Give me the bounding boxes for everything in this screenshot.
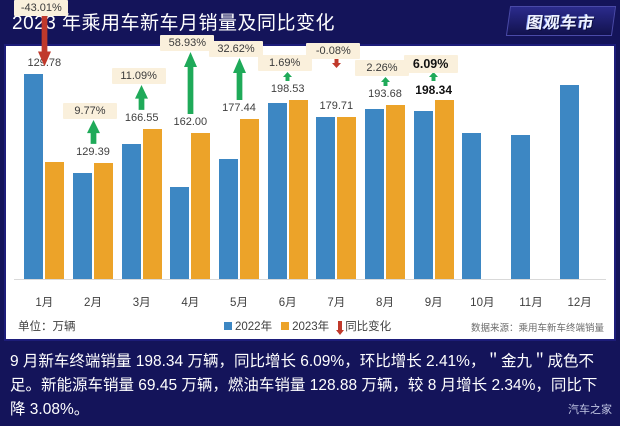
change-percent-label: 6.09% [403,55,458,73]
bar-value-label: 162.00 [173,116,208,128]
summary-caption: 9 月新车终端销量 198.34 万辆，同比增长 6.09%，环比增长 2.41… [0,344,620,426]
change-percent-label: 11.09% [111,68,166,85]
change-arrow-up-icon [380,77,390,86]
bar-group [316,63,357,279]
change-percent-label: -43.01% [14,0,69,16]
bar-value-label: 179.71 [319,100,354,112]
change-percent-label: 32.62% [209,40,263,57]
legend-item-2022[interactable]: 2022年 [224,318,272,334]
bar-2022[interactable] [73,173,92,279]
x-axis-label: 12月 [567,297,592,309]
bar-2022[interactable] [559,85,579,279]
bar-2023[interactable] [191,133,211,279]
x-axis-labels: 1月 2月 3月 4月 5月 6月 7月 8月 9月 10月 11月 12月 [6,294,614,314]
bar-2022[interactable] [365,109,384,279]
x-axis-label: 7月 [327,297,346,309]
change-percent-label: 1.69% [257,55,312,71]
bar-2023[interactable] [337,117,357,279]
summary-caption-text: 9 月新车终端销量 198.34 万辆，同比增长 6.09%，环比增长 2.41… [10,353,598,418]
data-source-note: 数据来源：乘用车新车终端销量 [470,323,604,334]
chart-baseline [14,279,606,280]
legend-label-2022: 2022年 [235,321,273,333]
bar-2022[interactable] [24,74,44,279]
bar-2023[interactable] [142,129,162,279]
change-percent-label: 2.26% [355,60,409,76]
x-axis-label: 3月 [132,297,151,309]
bar-2022[interactable] [511,135,530,279]
bar-group [462,63,502,279]
bar-2022[interactable] [121,144,141,279]
change-arrow-up-icon [183,52,197,114]
bar-2022[interactable] [267,103,287,279]
bar-group [24,63,65,279]
x-axis-label: 1月 [35,297,54,309]
bar-2023[interactable] [288,100,308,279]
bar-2022[interactable] [219,159,238,279]
change-arrow-up-icon [429,72,439,81]
bar-2022[interactable] [462,133,482,279]
bar-value-label: 198.34 [415,83,452,97]
bar-value-label: 177.44 [222,102,256,114]
bar-group [73,63,113,279]
change-percent-label: 9.77% [63,103,117,120]
unit-note: 单位：万辆 [18,321,76,333]
chart-plot-area: 129.78-43.01%129.399.77%166.5511.09%162.… [6,0,614,296]
x-axis-label: 10月 [470,297,495,309]
bar-group [267,63,308,279]
bar-2022[interactable] [316,117,336,279]
x-axis-label: 8月 [376,297,394,309]
change-arrow-up-icon [86,120,100,144]
x-axis-label: 2月 [84,297,102,309]
x-axis-label: 6月 [278,297,297,309]
change-arrow-down-icon [331,59,341,68]
change-arrow-up-icon [283,72,293,81]
bar-2023[interactable] [434,100,454,279]
change-arrow-up-icon [135,85,149,110]
change-arrow-down-icon [37,16,51,67]
bar-2023[interactable] [45,162,65,279]
legend-label-change: 同比变化 [345,321,392,333]
legend-arrow-red-icon [336,321,345,335]
chart-card: 129.78-43.01%129.399.77%166.5511.09%162.… [4,0,616,341]
legend-item-change[interactable]: 同比变化 [336,318,392,335]
bar-2023[interactable] [94,163,113,279]
bar-value-label: 129.39 [76,146,110,158]
bar-value-label: 166.55 [124,112,159,124]
bar-group [511,63,551,279]
bar-group [170,63,211,279]
x-axis-label: 4月 [181,297,200,309]
bar-group [121,63,162,279]
x-axis-label: 11月 [519,297,543,309]
change-percent-label: 58.93% [160,35,215,51]
legend-swatch-orange-icon [281,322,290,330]
x-axis-label: 5月 [230,297,248,309]
page-title: 2023 年乘用车新车月销量及同比变化 [12,13,336,34]
brand-logo: 图观车市 [505,6,617,36]
bar-2023[interactable] [240,119,259,279]
change-arrow-up-icon [232,57,246,100]
legend-swatch-blue-icon [224,322,232,330]
bar-value-label: 193.68 [368,88,402,100]
watermark: 汽车之家 [568,404,612,416]
page-header: 2023 年乘用车新车月销量及同比变化 图观车市 [0,0,620,44]
legend-item-2023[interactable]: 2023年 [281,318,329,334]
x-axis-label: 9月 [424,297,443,309]
legend-label-2023: 2023年 [292,321,330,333]
bar-group [219,63,259,279]
bar-group [559,63,600,279]
change-percent-label: -0.08% [306,43,361,59]
bar-2022[interactable] [413,111,433,279]
bar-2022[interactable] [170,187,190,279]
brand-logo-text: 图观车市 [525,15,596,32]
bar-value-label: 198.53 [270,83,305,95]
bar-2023[interactable] [386,105,405,279]
bar-group [365,63,405,279]
bar-group [413,63,454,279]
chart-legend: 2022年 2023年 同比变化 [224,318,392,335]
